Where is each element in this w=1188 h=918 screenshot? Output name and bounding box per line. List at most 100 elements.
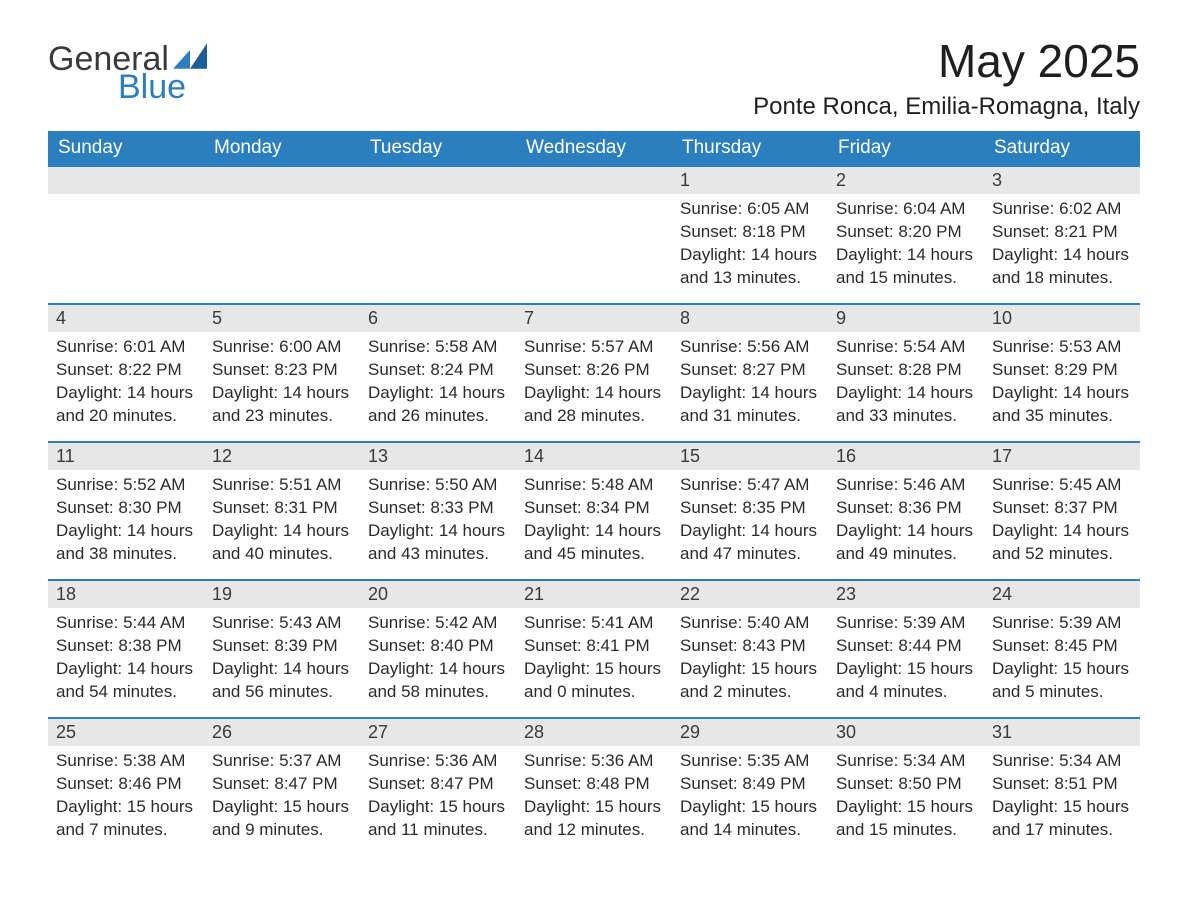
weekday-header: Monday <box>204 131 360 166</box>
day-details: Sunrise: 5:52 AMSunset: 8:30 PMDaylight:… <box>48 470 204 570</box>
day-number: 16 <box>828 443 984 470</box>
calendar-day-cell: 10Sunrise: 5:53 AMSunset: 8:29 PMDayligh… <box>984 304 1140 442</box>
day-details: Sunrise: 5:36 AMSunset: 8:47 PMDaylight:… <box>360 746 516 846</box>
day-details: Sunrise: 5:50 AMSunset: 8:33 PMDaylight:… <box>360 470 516 570</box>
day-number: 26 <box>204 719 360 746</box>
day-details: Sunrise: 5:56 AMSunset: 8:27 PMDaylight:… <box>672 332 828 432</box>
day-number: 29 <box>672 719 828 746</box>
weekday-header: Friday <box>828 131 984 166</box>
calendar-week-row: 1Sunrise: 6:05 AMSunset: 8:18 PMDaylight… <box>48 166 1140 304</box>
calendar-day-cell: 13Sunrise: 5:50 AMSunset: 8:33 PMDayligh… <box>360 442 516 580</box>
weekday-header: Tuesday <box>360 131 516 166</box>
day-number: 10 <box>984 305 1140 332</box>
day-details: Sunrise: 5:48 AMSunset: 8:34 PMDaylight:… <box>516 470 672 570</box>
calendar-day-cell: 5Sunrise: 6:00 AMSunset: 8:23 PMDaylight… <box>204 304 360 442</box>
day-number: 7 <box>516 305 672 332</box>
calendar-day-cell: 9Sunrise: 5:54 AMSunset: 8:28 PMDaylight… <box>828 304 984 442</box>
calendar-day-cell: 28Sunrise: 5:36 AMSunset: 8:48 PMDayligh… <box>516 718 672 856</box>
calendar-week-row: 11Sunrise: 5:52 AMSunset: 8:30 PMDayligh… <box>48 442 1140 580</box>
day-details: Sunrise: 5:41 AMSunset: 8:41 PMDaylight:… <box>516 608 672 708</box>
calendar-day-cell: 25Sunrise: 5:38 AMSunset: 8:46 PMDayligh… <box>48 718 204 856</box>
calendar-day-cell: 17Sunrise: 5:45 AMSunset: 8:37 PMDayligh… <box>984 442 1140 580</box>
day-number: 31 <box>984 719 1140 746</box>
calendar-day-cell: 7Sunrise: 5:57 AMSunset: 8:26 PMDaylight… <box>516 304 672 442</box>
calendar-day-cell: 15Sunrise: 5:47 AMSunset: 8:35 PMDayligh… <box>672 442 828 580</box>
day-number: 5 <box>204 305 360 332</box>
day-number <box>360 167 516 194</box>
weekday-header: Saturday <box>984 131 1140 166</box>
day-details: Sunrise: 5:47 AMSunset: 8:35 PMDaylight:… <box>672 470 828 570</box>
brand-name-part2: Blue <box>118 70 207 104</box>
day-details: Sunrise: 5:34 AMSunset: 8:51 PMDaylight:… <box>984 746 1140 846</box>
day-details: Sunrise: 5:38 AMSunset: 8:46 PMDaylight:… <box>48 746 204 846</box>
calendar-day-cell: 1Sunrise: 6:05 AMSunset: 8:18 PMDaylight… <box>672 166 828 304</box>
calendar-day-cell <box>204 166 360 304</box>
weekday-header: Wednesday <box>516 131 672 166</box>
day-details: Sunrise: 5:57 AMSunset: 8:26 PMDaylight:… <box>516 332 672 432</box>
day-number <box>204 167 360 194</box>
day-details: Sunrise: 6:00 AMSunset: 8:23 PMDaylight:… <box>204 332 360 432</box>
day-number <box>516 167 672 194</box>
brand-logo: General Blue <box>48 36 207 104</box>
calendar-day-cell: 27Sunrise: 5:36 AMSunset: 8:47 PMDayligh… <box>360 718 516 856</box>
day-details: Sunrise: 5:45 AMSunset: 8:37 PMDaylight:… <box>984 470 1140 570</box>
calendar-body: 1Sunrise: 6:05 AMSunset: 8:18 PMDaylight… <box>48 166 1140 856</box>
calendar-day-cell: 6Sunrise: 5:58 AMSunset: 8:24 PMDaylight… <box>360 304 516 442</box>
day-number: 6 <box>360 305 516 332</box>
day-number: 23 <box>828 581 984 608</box>
logo-triangle-icon <box>173 42 207 70</box>
day-details: Sunrise: 5:40 AMSunset: 8:43 PMDaylight:… <box>672 608 828 708</box>
day-number: 12 <box>204 443 360 470</box>
page-header: General Blue May 2025 Ponte Ronca, Emili… <box>48 36 1140 121</box>
calendar-week-row: 4Sunrise: 6:01 AMSunset: 8:22 PMDaylight… <box>48 304 1140 442</box>
day-details: Sunrise: 5:58 AMSunset: 8:24 PMDaylight:… <box>360 332 516 432</box>
day-number: 3 <box>984 167 1140 194</box>
day-details: Sunrise: 5:51 AMSunset: 8:31 PMDaylight:… <box>204 470 360 570</box>
calendar-day-cell: 19Sunrise: 5:43 AMSunset: 8:39 PMDayligh… <box>204 580 360 718</box>
calendar-day-cell: 20Sunrise: 5:42 AMSunset: 8:40 PMDayligh… <box>360 580 516 718</box>
day-number: 17 <box>984 443 1140 470</box>
day-number: 8 <box>672 305 828 332</box>
day-details: Sunrise: 5:54 AMSunset: 8:28 PMDaylight:… <box>828 332 984 432</box>
day-details: Sunrise: 5:37 AMSunset: 8:47 PMDaylight:… <box>204 746 360 846</box>
calendar-day-cell: 8Sunrise: 5:56 AMSunset: 8:27 PMDaylight… <box>672 304 828 442</box>
day-details: Sunrise: 5:36 AMSunset: 8:48 PMDaylight:… <box>516 746 672 846</box>
day-number: 2 <box>828 167 984 194</box>
calendar-day-cell <box>48 166 204 304</box>
calendar-week-row: 18Sunrise: 5:44 AMSunset: 8:38 PMDayligh… <box>48 580 1140 718</box>
calendar-page: General Blue May 2025 Ponte Ronca, Emili… <box>0 0 1188 918</box>
day-number: 19 <box>204 581 360 608</box>
day-details: Sunrise: 5:34 AMSunset: 8:50 PMDaylight:… <box>828 746 984 846</box>
calendar-day-cell: 3Sunrise: 6:02 AMSunset: 8:21 PMDaylight… <box>984 166 1140 304</box>
day-number: 20 <box>360 581 516 608</box>
day-details: Sunrise: 5:39 AMSunset: 8:44 PMDaylight:… <box>828 608 984 708</box>
location-name: Ponte Ronca, Emilia-Romagna, Italy <box>753 93 1140 121</box>
calendar-day-cell: 11Sunrise: 5:52 AMSunset: 8:30 PMDayligh… <box>48 442 204 580</box>
calendar-day-cell: 24Sunrise: 5:39 AMSunset: 8:45 PMDayligh… <box>984 580 1140 718</box>
day-number: 27 <box>360 719 516 746</box>
calendar-day-cell: 21Sunrise: 5:41 AMSunset: 8:41 PMDayligh… <box>516 580 672 718</box>
calendar-day-cell: 29Sunrise: 5:35 AMSunset: 8:49 PMDayligh… <box>672 718 828 856</box>
day-number: 9 <box>828 305 984 332</box>
weekday-header: Thursday <box>672 131 828 166</box>
day-number: 30 <box>828 719 984 746</box>
day-details: Sunrise: 5:42 AMSunset: 8:40 PMDaylight:… <box>360 608 516 708</box>
calendar-day-cell: 30Sunrise: 5:34 AMSunset: 8:50 PMDayligh… <box>828 718 984 856</box>
month-title: May 2025 <box>753 36 1140 87</box>
day-number: 25 <box>48 719 204 746</box>
day-number: 4 <box>48 305 204 332</box>
day-details: Sunrise: 5:44 AMSunset: 8:38 PMDaylight:… <box>48 608 204 708</box>
calendar-week-row: 25Sunrise: 5:38 AMSunset: 8:46 PMDayligh… <box>48 718 1140 856</box>
calendar-day-cell: 4Sunrise: 6:01 AMSunset: 8:22 PMDaylight… <box>48 304 204 442</box>
day-number: 1 <box>672 167 828 194</box>
day-number: 15 <box>672 443 828 470</box>
day-details: Sunrise: 5:46 AMSunset: 8:36 PMDaylight:… <box>828 470 984 570</box>
day-details: Sunrise: 6:04 AMSunset: 8:20 PMDaylight:… <box>828 194 984 294</box>
day-number: 28 <box>516 719 672 746</box>
calendar-table: SundayMondayTuesdayWednesdayThursdayFrid… <box>48 131 1140 856</box>
day-number: 14 <box>516 443 672 470</box>
day-details: Sunrise: 6:01 AMSunset: 8:22 PMDaylight:… <box>48 332 204 432</box>
day-number: 21 <box>516 581 672 608</box>
day-details: Sunrise: 5:53 AMSunset: 8:29 PMDaylight:… <box>984 332 1140 432</box>
day-details: Sunrise: 5:39 AMSunset: 8:45 PMDaylight:… <box>984 608 1140 708</box>
